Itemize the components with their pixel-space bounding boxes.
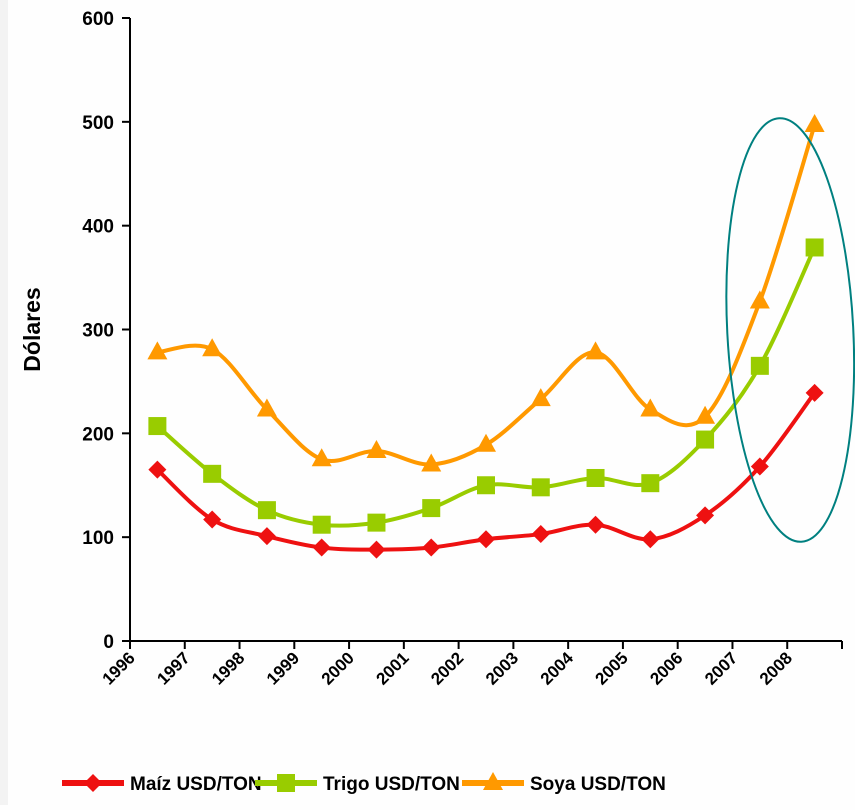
data-point <box>805 238 824 257</box>
data-point <box>531 478 550 497</box>
y-tick-label: 500 <box>82 113 114 134</box>
legend-item: Trigo USD/TON <box>255 774 460 795</box>
x-tick-label: 2007 <box>701 648 741 688</box>
tick-labels: 0 100 200 300 400 500 600 1996 1997 1998 1999 2000 2… <box>82 9 796 689</box>
data-point <box>147 341 168 360</box>
x-tick-label: 2000 <box>318 648 358 688</box>
data-point <box>476 433 496 452</box>
x-tick-label: 2008 <box>756 648 796 688</box>
legend: Maíz USD/TON Trigo USD/TON Soya USD/TON <box>62 772 666 795</box>
data-point <box>750 356 769 375</box>
highlight-ellipse <box>725 117 855 543</box>
y-tick-label: 300 <box>82 321 114 342</box>
data-point <box>203 510 222 529</box>
data-point <box>203 464 222 483</box>
data-point <box>312 515 331 534</box>
legend-label: Maíz USD/TON <box>130 774 262 795</box>
data-point <box>148 417 167 436</box>
data-point <box>148 460 167 479</box>
data-point <box>311 448 332 467</box>
data-point <box>641 474 660 493</box>
axes <box>122 17 843 649</box>
data-point <box>586 515 605 534</box>
y-tick-label: 100 <box>82 528 114 549</box>
data-point <box>421 453 442 472</box>
data-point <box>749 290 770 309</box>
data-point <box>257 527 276 546</box>
data-point <box>641 530 660 549</box>
data-point <box>312 538 331 557</box>
legend-item: Maíz USD/TON <box>62 774 262 795</box>
data-point <box>367 540 386 559</box>
x-tick-label: 2006 <box>646 648 686 688</box>
y-tick-label: 200 <box>82 424 114 445</box>
legend-marker <box>277 774 295 792</box>
series-triangle <box>147 113 825 472</box>
legend-label: Soya USD/TON <box>530 774 666 795</box>
data-point <box>640 398 661 417</box>
x-tick-label: 1996 <box>99 648 139 688</box>
series-group <box>147 113 825 559</box>
data-point <box>750 457 769 476</box>
data-point <box>586 468 605 487</box>
x-tick-label: 2003 <box>482 648 522 688</box>
series-line <box>156 391 817 552</box>
data-point <box>696 430 715 449</box>
x-tick-label: 2005 <box>592 648 632 688</box>
data-point <box>477 530 495 549</box>
data-point <box>531 525 550 544</box>
data-point <box>805 383 824 402</box>
legend-marker <box>483 772 503 790</box>
data-point <box>257 501 276 520</box>
series-diamond <box>148 383 824 559</box>
data-point <box>585 341 606 360</box>
data-point <box>422 499 441 518</box>
y-axis-label: Dólares <box>19 287 45 371</box>
legend-item: Soya USD/TON <box>462 772 666 795</box>
y-tick-label: 0 <box>103 632 114 653</box>
data-point <box>530 388 551 407</box>
x-tick-label: 1999 <box>263 648 303 688</box>
data-point <box>366 439 387 458</box>
annotation-group <box>725 117 855 543</box>
y-tick-label: 600 <box>82 9 114 30</box>
legend-marker <box>84 774 102 792</box>
data-point <box>202 338 223 357</box>
data-point <box>804 113 825 132</box>
x-tick-label: 2002 <box>427 648 467 688</box>
x-tick-label: 1997 <box>153 648 193 688</box>
x-tick-label: 2004 <box>537 648 578 689</box>
x-tick-label: 2001 <box>372 648 412 688</box>
panel-border <box>0 0 8 805</box>
data-point <box>256 398 277 417</box>
data-point <box>695 405 716 424</box>
y-tick-label: 400 <box>82 217 114 238</box>
x-tick-label: 1998 <box>208 648 248 688</box>
series-square <box>148 238 824 534</box>
data-point <box>696 506 715 525</box>
data-point <box>367 513 386 532</box>
data-point <box>422 538 441 557</box>
series-line <box>157 124 817 467</box>
data-point <box>477 476 495 495</box>
legend-label: Trigo USD/TON <box>323 774 460 795</box>
